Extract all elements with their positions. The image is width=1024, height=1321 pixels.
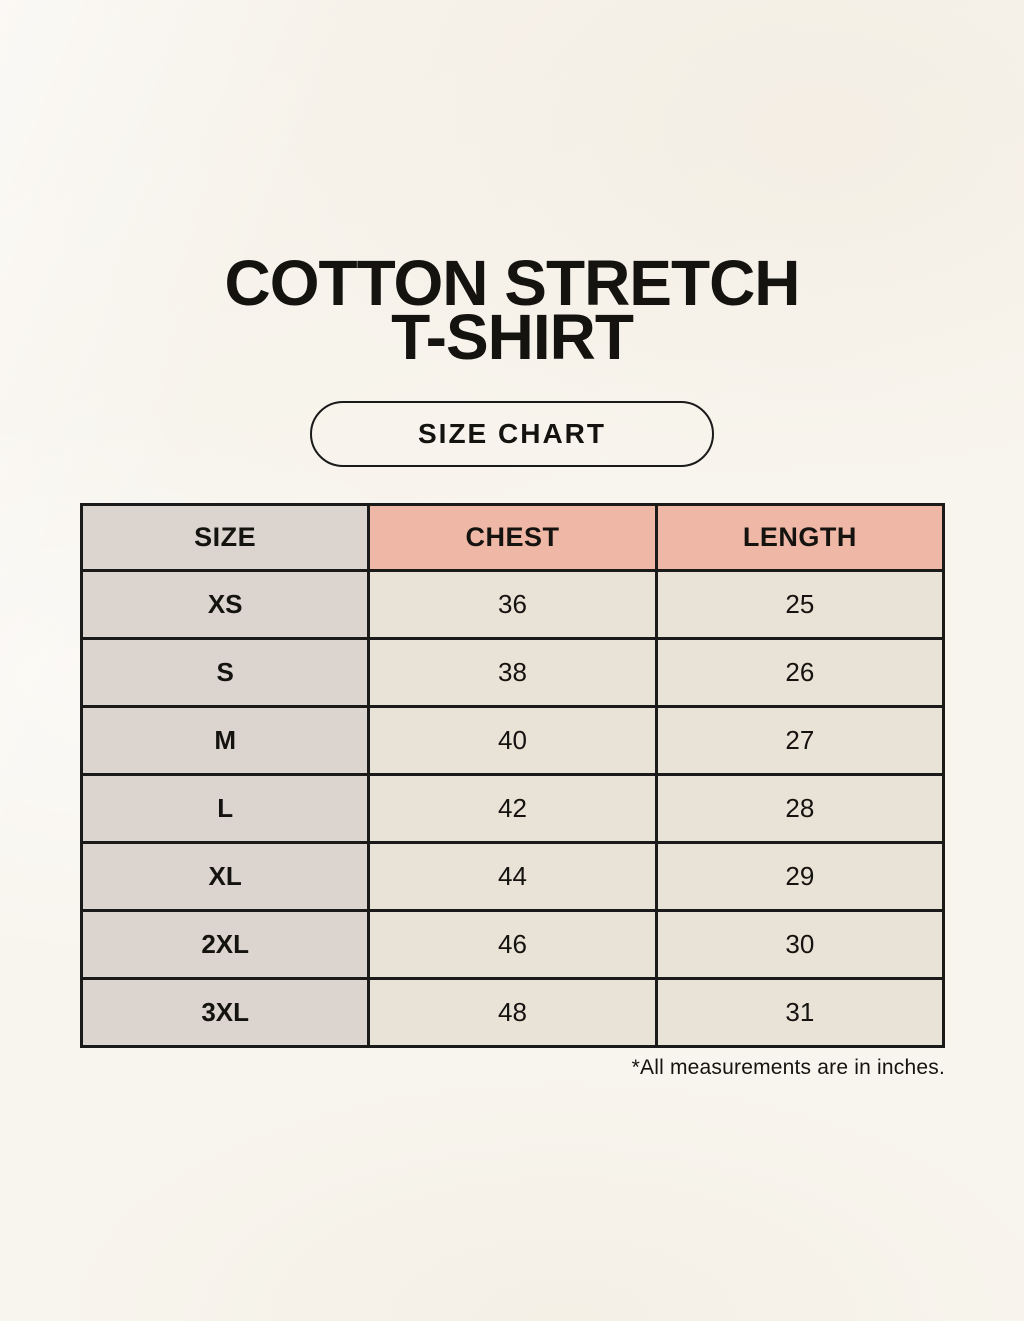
chest-cell: 36 [367,569,658,640]
chest-cell: 44 [367,841,658,912]
chest-cell: 38 [367,637,658,708]
column-header-size: SIZE [79,503,371,572]
table-row: M 40 27 [79,705,946,776]
table-row: XL 44 29 [79,841,946,912]
measurements-footnote: *All measurements are in inches. [631,1056,945,1079]
length-cell: 30 [654,909,946,980]
length-cell: 27 [654,705,946,776]
size-chart-badge-label: SIZE CHART [418,418,606,449]
length-cell: 31 [654,977,946,1048]
column-header-chest: CHEST [367,503,658,572]
product-title: COTTON STRETCH T-SHIRT [0,247,1024,373]
length-cell: 29 [654,841,946,912]
table-body: XS 36 25 S 38 26 M 40 27 L 42 28 XL 44 29 2XL 46 30 3XL 48 3… [79,569,946,1048]
table-row: 2XL 46 30 [79,909,946,980]
length-cell: 26 [654,637,946,708]
table-header-row: SIZE CHEST LENGTH [79,503,946,572]
size-cell: 3XL [79,977,371,1048]
chest-cell: 48 [367,977,658,1048]
table-row: 3XL 48 31 [79,977,946,1048]
product-title-line1: COTTON STRETCH [224,247,800,319]
size-cell: M [79,705,371,776]
size-cell: XL [79,841,371,912]
chest-cell: 42 [367,773,658,844]
chest-cell: 46 [367,909,658,980]
table-head: SIZE CHEST LENGTH [79,503,946,572]
size-cell: 2XL [79,909,371,980]
table-row: L 42 28 [79,773,946,844]
table-row: S 38 26 [79,637,946,708]
length-cell: 28 [654,773,946,844]
size-cell: L [79,773,371,844]
size-chart-table: SIZE CHEST LENGTH XS 36 25 S 38 26 M 40 27 L 42 28 X… [79,503,946,1048]
column-header-length: LENGTH [654,503,946,572]
size-chart-badge: SIZE CHART [310,401,714,467]
table-row: XS 36 25 [79,569,946,640]
chest-cell: 40 [367,705,658,776]
product-title-line2: T-SHIRT [391,301,634,373]
size-cell: S [79,637,371,708]
length-cell: 25 [654,569,946,640]
size-cell: XS [79,569,371,640]
